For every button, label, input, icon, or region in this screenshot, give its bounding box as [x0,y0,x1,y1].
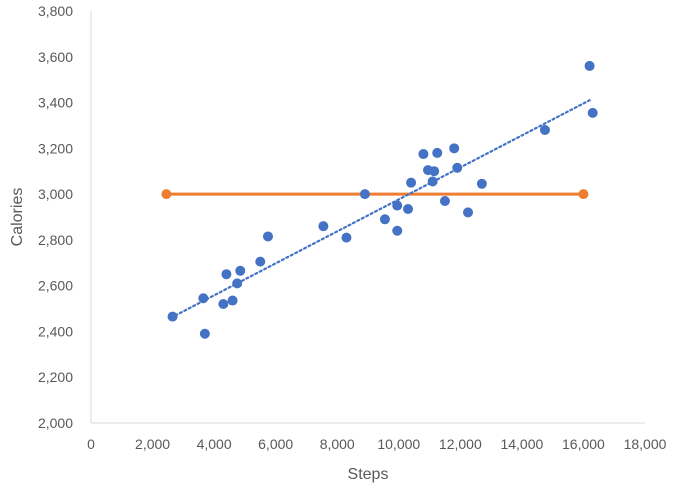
data-point [463,207,474,218]
data-point [587,107,598,118]
x-tick-label: 10,000 [377,436,420,452]
y-tick-label: 3,200 [38,140,73,156]
data-point [341,232,352,243]
y-tick-label: 2,400 [38,323,73,339]
data-point [452,162,463,173]
trendline-group [169,99,591,319]
axes [90,11,645,424]
x-tick-label: 6,000 [258,436,293,452]
y-axis-title: Calories [9,188,26,247]
reference-line-marker [161,189,172,200]
data-point [439,195,450,206]
reference-line-group [161,189,589,200]
x-tick-label: 4,000 [197,436,232,452]
x-tick-label: 18,000 [624,436,667,452]
data-point [392,200,403,211]
data-point [262,231,273,242]
data-point [449,143,460,154]
x-tick-label: 14,000 [500,436,543,452]
data-point [227,295,238,306]
data-point [232,278,243,289]
data-point [218,298,229,309]
y-tick-labels: 2,000 2,200 2,400 2,600 2,800 3,000 3,200 3,400… [38,3,73,431]
data-point [199,328,210,339]
x-tick-labels: 0 2,000 4,000 6,000 8,000 10,000 12,000 14,000 1… [87,436,667,452]
data-point [584,60,595,71]
data-point [432,147,443,158]
data-point [392,225,403,236]
y-tick-label: 2,600 [38,278,73,294]
y-tick-label: 3,600 [38,49,73,65]
data-point [476,178,487,189]
data-point [359,189,370,200]
data-point [235,265,246,276]
reference-line-marker [578,189,589,200]
data-point [403,203,414,214]
y-tick-label: 3,000 [38,186,73,202]
x-tick-label: 2,000 [135,436,170,452]
x-tick-label: 12,000 [439,436,482,452]
data-point [418,149,429,160]
trendline [169,99,591,319]
y-tick-label: 2,800 [38,232,73,248]
y-tick-label: 3,800 [38,3,73,19]
data-point [167,311,178,322]
data-points [167,60,598,339]
data-point [406,177,417,188]
data-point [318,221,329,232]
data-point [539,125,550,136]
data-point [255,256,266,267]
data-point [429,166,440,177]
x-tick-label: 8,000 [320,436,355,452]
y-tick-label: 3,400 [38,95,73,111]
data-point [427,176,438,187]
x-axis-title: Steps [348,466,389,483]
y-tick-label: 2,000 [38,415,73,431]
x-tick-label: 0 [87,436,95,452]
x-tick-label: 16,000 [562,436,605,452]
y-tick-label: 2,200 [38,369,73,385]
data-point [198,293,209,304]
data-point [379,214,390,225]
data-point [221,269,232,280]
